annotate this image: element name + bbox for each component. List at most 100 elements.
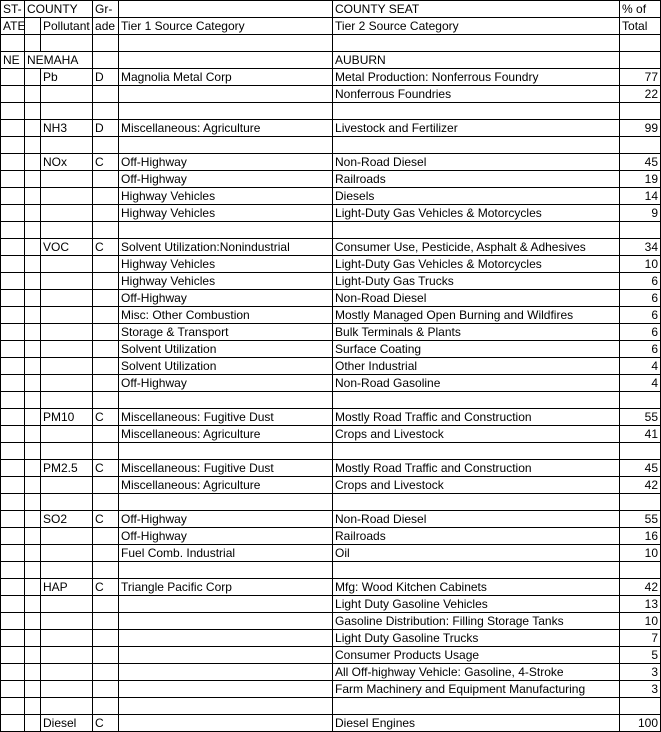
tier1-cell: Highway Vehicles bbox=[119, 256, 333, 273]
hdr-state-1: ST- bbox=[1, 1, 25, 18]
tier2-cell: Bulk Terminals & Plants bbox=[333, 324, 620, 341]
spacer-cell bbox=[25, 188, 41, 205]
state-cell bbox=[1, 715, 25, 732]
spacer-cell bbox=[25, 222, 41, 239]
spacer-cell bbox=[25, 613, 41, 630]
tier2-cell bbox=[333, 698, 620, 715]
grade-cell bbox=[93, 205, 119, 222]
pct-cell: 3 bbox=[620, 681, 661, 698]
spacer-cell bbox=[25, 69, 41, 86]
tier2-cell bbox=[333, 392, 620, 409]
state-code: NE bbox=[1, 52, 25, 69]
tier1-cell bbox=[119, 222, 333, 239]
table-row: DieselCDiesel Engines100 bbox=[1, 715, 661, 732]
tier1-cell: Highway Vehicles bbox=[119, 188, 333, 205]
spacer-cell bbox=[25, 562, 41, 579]
grade-cell bbox=[93, 137, 119, 154]
state-cell bbox=[1, 375, 25, 392]
spacer-cell bbox=[25, 273, 41, 290]
tier2-cell: Gasoline Distribution: Filling Storage T… bbox=[333, 613, 620, 630]
tier2-cell: All Off-highway Vehicle: Gasoline, 4-Str… bbox=[333, 664, 620, 681]
table-row bbox=[1, 494, 661, 511]
header-row-2: ATE Pollutant ade Tier 1 Source Category… bbox=[1, 18, 661, 35]
state-cell bbox=[1, 562, 25, 579]
grade-cell bbox=[93, 698, 119, 715]
state-cell bbox=[1, 613, 25, 630]
state-cell bbox=[1, 86, 25, 103]
tier2-cell: Consumer Products Usage bbox=[333, 647, 620, 664]
pollutant-cell: Pb bbox=[41, 69, 93, 86]
spacer-cell bbox=[25, 511, 41, 528]
pollutant-cell: PM2.5 bbox=[41, 460, 93, 477]
tier2-cell bbox=[333, 103, 620, 120]
state-cell bbox=[1, 324, 25, 341]
tier2-cell: Mostly Road Traffic and Construction bbox=[333, 409, 620, 426]
pct-cell: 10 bbox=[620, 545, 661, 562]
tier2-cell: Non-Road Gasoline bbox=[333, 375, 620, 392]
table-row bbox=[1, 443, 661, 460]
tier1-cell bbox=[119, 443, 333, 460]
tier2-cell: Diesel Engines bbox=[333, 715, 620, 732]
state-cell bbox=[1, 409, 25, 426]
tier2-cell: Mfg: Wood Kitchen Cabinets bbox=[333, 579, 620, 596]
tier1-cell bbox=[119, 86, 333, 103]
state-cell bbox=[1, 290, 25, 307]
state-cell bbox=[1, 222, 25, 239]
grade-cell bbox=[93, 341, 119, 358]
county-seat: AUBURN bbox=[333, 52, 620, 69]
pollutant-cell bbox=[41, 290, 93, 307]
tier2-cell: Light-Duty Gas Vehicles & Motorcycles bbox=[333, 256, 620, 273]
table-row bbox=[1, 137, 661, 154]
grade-cell bbox=[93, 103, 119, 120]
tier2-cell: Consumer Use, Pesticide, Asphalt & Adhes… bbox=[333, 239, 620, 256]
pct-cell bbox=[620, 698, 661, 715]
pollutant-cell bbox=[41, 426, 93, 443]
state-cell bbox=[1, 256, 25, 273]
grade-cell bbox=[93, 290, 119, 307]
grade-cell bbox=[93, 681, 119, 698]
table-row: Fuel Comb. IndustrialOil10 bbox=[1, 545, 661, 562]
pct-cell: 99 bbox=[620, 120, 661, 137]
state-cell bbox=[1, 120, 25, 137]
tier1-cell bbox=[119, 494, 333, 511]
pollutant-cell: PM10 bbox=[41, 409, 93, 426]
hdr-blank-sp bbox=[25, 18, 41, 35]
pollutant-cell bbox=[41, 443, 93, 460]
grade-cell: C bbox=[93, 579, 119, 596]
grade-cell bbox=[93, 630, 119, 647]
tier1-cell bbox=[119, 596, 333, 613]
emissions-table: ST- COUNTY Gr- COUNTY SEAT % of ATE Poll… bbox=[0, 0, 661, 732]
grade-cell bbox=[93, 86, 119, 103]
tier2-cell bbox=[333, 222, 620, 239]
grade-cell: D bbox=[93, 120, 119, 137]
hdr-pct-1: % of bbox=[620, 1, 661, 18]
pollutant-cell bbox=[41, 613, 93, 630]
table-row: PM10CMiscellaneous: Fugitive DustMostly … bbox=[1, 409, 661, 426]
pct-cell: 4 bbox=[620, 358, 661, 375]
table-row: PbDMagnolia Metal CorpMetal Production: … bbox=[1, 69, 661, 86]
spacer-cell bbox=[25, 494, 41, 511]
table-row: Highway VehiclesLight-Duty Gas Vehicles … bbox=[1, 256, 661, 273]
grade-cell bbox=[93, 273, 119, 290]
pollutant-cell bbox=[41, 647, 93, 664]
table-row: Solvent UtilizationOther Industrial4 bbox=[1, 358, 661, 375]
pct-cell: 42 bbox=[620, 477, 661, 494]
state-cell bbox=[1, 460, 25, 477]
pollutant-cell bbox=[41, 188, 93, 205]
state-cell bbox=[1, 239, 25, 256]
tier1-cell: Solvent Utilization bbox=[119, 341, 333, 358]
tier1-cell: Miscellaneous: Agriculture bbox=[119, 477, 333, 494]
state-cell bbox=[1, 698, 25, 715]
tier2-cell: Livestock and Fertilizer bbox=[333, 120, 620, 137]
tier1-cell bbox=[119, 681, 333, 698]
table-row: Consumer Products Usage5 bbox=[1, 647, 661, 664]
state-cell bbox=[1, 426, 25, 443]
pct-cell: 34 bbox=[620, 239, 661, 256]
spacer-cell bbox=[25, 205, 41, 222]
state-cell bbox=[1, 511, 25, 528]
pct-cell bbox=[620, 443, 661, 460]
pct-cell: 7 bbox=[620, 630, 661, 647]
pollutant-cell bbox=[41, 562, 93, 579]
state-cell bbox=[1, 273, 25, 290]
table-row: Off-HighwayNon-Road Gasoline4 bbox=[1, 375, 661, 392]
